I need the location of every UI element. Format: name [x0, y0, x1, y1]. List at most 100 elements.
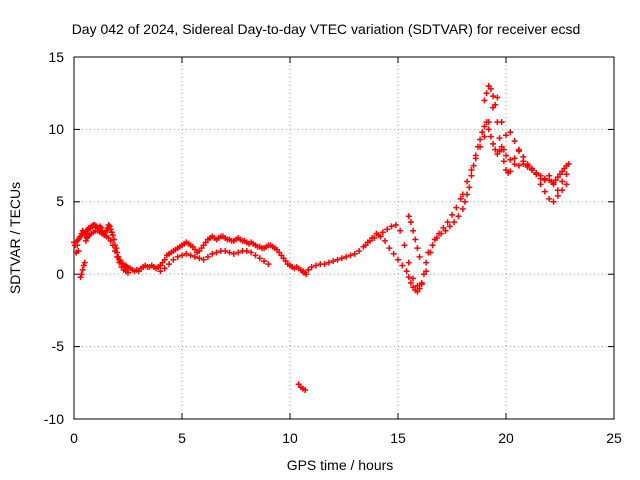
data-point — [541, 177, 548, 184]
data-point — [265, 261, 272, 268]
data-point — [183, 250, 190, 257]
y-tick-label: 5 — [56, 193, 64, 209]
data-point — [565, 161, 572, 168]
y-tick-labels: -10 -5 0 5 10 15 — [44, 49, 64, 427]
data-point — [528, 166, 535, 173]
data-point — [563, 181, 570, 188]
data-point — [457, 195, 464, 202]
grid-lines — [74, 57, 614, 419]
data-point — [82, 237, 89, 244]
data-point — [423, 268, 430, 275]
x-axis-label: GPS time / hours — [287, 457, 394, 473]
data-point — [550, 198, 557, 205]
data-point — [78, 271, 85, 278]
x-tick-label: 25 — [606, 430, 622, 446]
data-point — [74, 242, 81, 249]
data-point — [321, 261, 328, 268]
data-point — [511, 137, 518, 144]
data-point — [405, 274, 412, 281]
data-point — [392, 221, 399, 228]
data-point — [487, 85, 494, 92]
data-point — [407, 219, 414, 226]
data-point — [436, 230, 443, 237]
data-point — [427, 249, 434, 256]
data-point — [343, 253, 350, 260]
data-point — [453, 204, 460, 211]
y-tick-label: -10 — [44, 411, 64, 427]
data-point — [362, 242, 369, 249]
data-point — [481, 97, 488, 104]
data-point — [481, 123, 488, 130]
data-point — [161, 265, 168, 272]
data-point — [507, 156, 514, 163]
data-point — [537, 175, 544, 182]
data-point — [209, 250, 216, 257]
data-point — [416, 253, 423, 260]
data-point — [386, 245, 393, 252]
y-tick-label: 0 — [56, 266, 64, 282]
data-point — [451, 219, 458, 226]
data-point — [466, 184, 473, 191]
data-point — [477, 136, 484, 143]
data-point — [338, 255, 345, 262]
data-point — [305, 266, 312, 273]
data-point — [490, 140, 497, 147]
data-point — [110, 236, 117, 243]
data-point — [397, 227, 404, 234]
data-point — [113, 245, 120, 252]
data-point — [196, 255, 203, 262]
data-point — [382, 237, 389, 244]
data-point — [106, 223, 113, 230]
data-point — [80, 262, 87, 269]
data-point — [379, 229, 386, 236]
data-point — [308, 263, 315, 270]
data-point — [157, 268, 164, 275]
data-point — [226, 249, 233, 256]
x-tick-label: 5 — [178, 430, 186, 446]
data-point — [388, 223, 395, 230]
data-point — [187, 252, 194, 259]
data-point — [410, 227, 417, 234]
data-point — [481, 133, 488, 140]
data-point — [459, 206, 466, 213]
data-point — [325, 259, 332, 266]
data-point — [179, 252, 185, 259]
data-point — [107, 237, 114, 244]
data-point — [446, 223, 453, 230]
data-point — [492, 101, 499, 108]
data-point — [468, 172, 475, 179]
data-point — [541, 188, 548, 195]
data-point — [485, 126, 492, 133]
data-point — [108, 229, 115, 236]
data-point — [423, 259, 430, 266]
data-point — [375, 232, 382, 239]
data-point — [222, 248, 229, 255]
data-point — [537, 181, 544, 188]
data-point — [490, 93, 497, 100]
data-point — [511, 155, 518, 162]
data-point — [77, 233, 84, 240]
data-point — [356, 248, 363, 255]
data-point — [109, 242, 116, 249]
data-point — [401, 242, 408, 249]
data-point — [459, 191, 466, 198]
data-point — [213, 249, 220, 256]
data-point — [347, 252, 354, 259]
x-tick-label: 15 — [390, 430, 406, 446]
data-point — [507, 129, 514, 136]
data-point — [515, 148, 522, 155]
data-point — [200, 256, 207, 263]
data-point — [414, 282, 421, 289]
data-point — [431, 236, 438, 243]
data-point — [533, 171, 540, 178]
data-point — [485, 119, 492, 126]
data-point — [405, 259, 412, 266]
data-point — [230, 250, 237, 257]
data-point — [470, 162, 477, 169]
y-axis-label: SDTVAR / TECUs — [7, 182, 23, 294]
data-point — [444, 219, 451, 226]
data-point — [554, 187, 561, 194]
data-point — [515, 162, 522, 169]
x-tick-label: 10 — [282, 430, 298, 446]
data-point — [191, 253, 198, 260]
